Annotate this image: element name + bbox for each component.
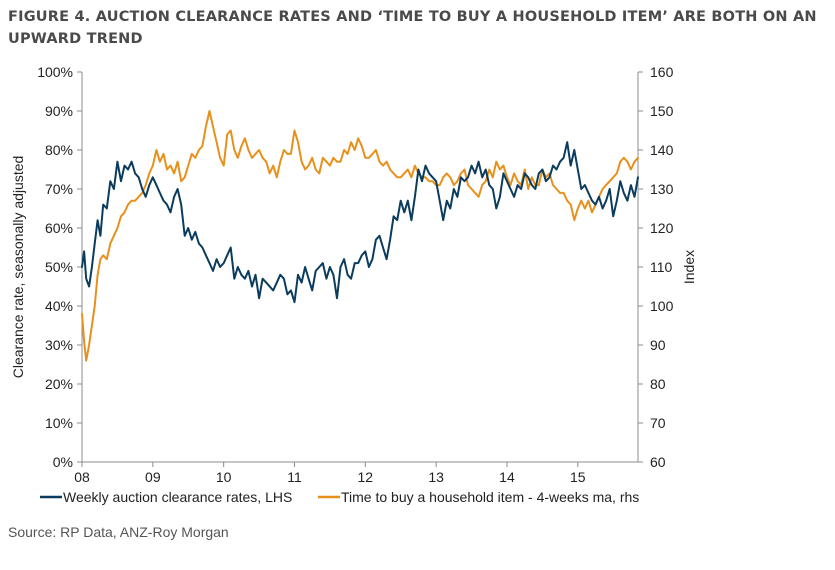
y-tick-label-left: 60% <box>45 220 73 236</box>
y-tick-label-right: 120 <box>650 220 674 236</box>
y-axis-label-left: Clearance rate, seasonally adjusted <box>10 156 26 379</box>
y-tick-label-left: 90% <box>45 103 73 119</box>
y-tick-label-left: 100% <box>37 64 73 80</box>
source-note: Source: RP Data, ANZ-Roy Morgan <box>8 524 229 540</box>
x-tick-label: 13 <box>428 469 444 485</box>
y-tick-label-left: 70% <box>45 181 73 197</box>
y-tick-label-right: 130 <box>650 181 674 197</box>
chart: 0% 10% 20% 30% 40% 50% 60% 70% 80% 90% 100% 60 70 80 9… <box>10 64 697 505</box>
series-line-clearance-rates <box>81 141 639 304</box>
x-tick-label: 09 <box>145 469 161 485</box>
y-tick-label-left: 50% <box>45 259 73 275</box>
y-tick-label-left: 0% <box>53 454 73 470</box>
chart-series <box>81 110 639 362</box>
y-axis-label-right: Index <box>681 250 697 284</box>
y-tick-label-right: 80 <box>650 376 666 392</box>
y-tick-label-right: 160 <box>650 64 674 80</box>
y-tick-label-right: 60 <box>650 454 666 470</box>
y-tick-label-right: 110 <box>650 259 673 275</box>
x-tick-label: 10 <box>216 469 232 485</box>
y-tick-label-left: 10% <box>45 415 73 431</box>
chart-axes <box>81 72 639 463</box>
x-tick-label: 14 <box>499 469 515 485</box>
y-tick-label-left: 30% <box>45 337 73 353</box>
series-line-household-item <box>81 110 639 362</box>
chart-title: FIGURE 4. AUCTION CLEARANCE RATES AND ‘T… <box>8 9 817 47</box>
x-tick-label: 12 <box>358 469 374 485</box>
y-tick-label-right: 90 <box>650 337 666 353</box>
chart-ticks: 0% 10% 20% 30% 40% 50% 60% 70% 80% 90% 100% 60 70 80 9… <box>37 64 673 485</box>
x-tick-label: 08 <box>74 469 90 485</box>
x-tick-label: 11 <box>287 469 302 485</box>
y-tick-label-left: 80% <box>45 142 73 158</box>
legend-label-clearance-rates: Weekly auction clearance rates, LHS <box>63 489 292 505</box>
y-tick-label-left: 40% <box>45 298 73 314</box>
y-tick-label-right: 140 <box>650 142 674 158</box>
y-tick-label-right: 70 <box>650 415 666 431</box>
x-tick-label: 15 <box>570 469 586 485</box>
legend-label-household-item: Time to buy a household item - 4-weeks m… <box>341 489 639 505</box>
y-tick-label-left: 20% <box>45 376 73 392</box>
chart-legend: Weekly auction clearance rates, LHS Time … <box>40 489 639 505</box>
y-tick-label-right: 100 <box>650 298 674 314</box>
y-tick-label-right: 150 <box>650 103 674 119</box>
